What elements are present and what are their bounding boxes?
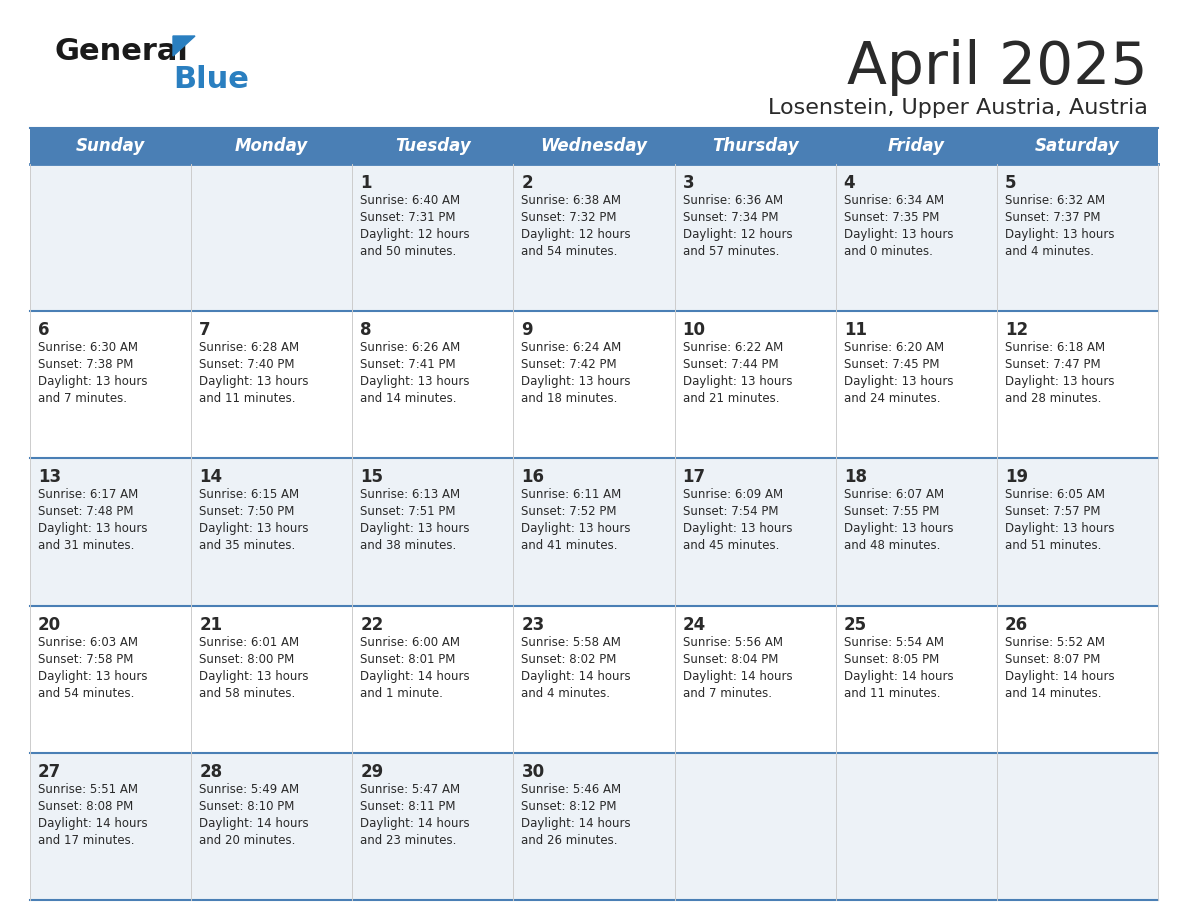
Text: Sunrise: 5:52 AM
Sunset: 8:07 PM
Daylight: 14 hours
and 14 minutes.: Sunrise: 5:52 AM Sunset: 8:07 PM Dayligh… — [1005, 635, 1114, 700]
Text: 4: 4 — [843, 174, 855, 192]
Text: Sunrise: 6:34 AM
Sunset: 7:35 PM
Daylight: 13 hours
and 0 minutes.: Sunrise: 6:34 AM Sunset: 7:35 PM Dayligh… — [843, 194, 953, 258]
Text: 29: 29 — [360, 763, 384, 781]
Text: 3: 3 — [683, 174, 694, 192]
Text: 19: 19 — [1005, 468, 1028, 487]
Text: Sunrise: 6:05 AM
Sunset: 7:57 PM
Daylight: 13 hours
and 51 minutes.: Sunrise: 6:05 AM Sunset: 7:57 PM Dayligh… — [1005, 488, 1114, 553]
Bar — [30, 458, 1158, 606]
Text: 1: 1 — [360, 174, 372, 192]
Text: Monday: Monday — [235, 137, 309, 155]
Text: Wednesday: Wednesday — [541, 137, 647, 155]
Bar — [30, 311, 1158, 458]
Text: 12: 12 — [1005, 321, 1028, 339]
Text: Sunrise: 6:32 AM
Sunset: 7:37 PM
Daylight: 13 hours
and 4 minutes.: Sunrise: 6:32 AM Sunset: 7:37 PM Dayligh… — [1005, 194, 1114, 258]
Text: Sunrise: 5:56 AM
Sunset: 8:04 PM
Daylight: 14 hours
and 7 minutes.: Sunrise: 5:56 AM Sunset: 8:04 PM Dayligh… — [683, 635, 792, 700]
Text: Sunrise: 6:00 AM
Sunset: 8:01 PM
Daylight: 14 hours
and 1 minute.: Sunrise: 6:00 AM Sunset: 8:01 PM Dayligh… — [360, 635, 470, 700]
Text: 27: 27 — [38, 763, 62, 781]
Text: Sunrise: 6:24 AM
Sunset: 7:42 PM
Daylight: 13 hours
and 18 minutes.: Sunrise: 6:24 AM Sunset: 7:42 PM Dayligh… — [522, 341, 631, 405]
Text: Sunrise: 6:20 AM
Sunset: 7:45 PM
Daylight: 13 hours
and 24 minutes.: Sunrise: 6:20 AM Sunset: 7:45 PM Dayligh… — [843, 341, 953, 405]
Text: Sunrise: 6:03 AM
Sunset: 7:58 PM
Daylight: 13 hours
and 54 minutes.: Sunrise: 6:03 AM Sunset: 7:58 PM Dayligh… — [38, 635, 147, 700]
Text: 28: 28 — [200, 763, 222, 781]
Text: 25: 25 — [843, 616, 867, 633]
Text: Sunrise: 6:13 AM
Sunset: 7:51 PM
Daylight: 13 hours
and 38 minutes.: Sunrise: 6:13 AM Sunset: 7:51 PM Dayligh… — [360, 488, 469, 553]
Text: 16: 16 — [522, 468, 544, 487]
Text: Sunrise: 5:46 AM
Sunset: 8:12 PM
Daylight: 14 hours
and 26 minutes.: Sunrise: 5:46 AM Sunset: 8:12 PM Dayligh… — [522, 783, 631, 846]
Text: 10: 10 — [683, 321, 706, 339]
Text: 22: 22 — [360, 616, 384, 633]
Text: Sunrise: 5:58 AM
Sunset: 8:02 PM
Daylight: 14 hours
and 4 minutes.: Sunrise: 5:58 AM Sunset: 8:02 PM Dayligh… — [522, 635, 631, 700]
Text: 15: 15 — [360, 468, 384, 487]
Text: Sunrise: 5:51 AM
Sunset: 8:08 PM
Daylight: 14 hours
and 17 minutes.: Sunrise: 5:51 AM Sunset: 8:08 PM Dayligh… — [38, 783, 147, 846]
Text: 21: 21 — [200, 616, 222, 633]
Text: April 2025: April 2025 — [847, 39, 1148, 96]
Text: 17: 17 — [683, 468, 706, 487]
Text: General: General — [55, 38, 189, 66]
Text: 26: 26 — [1005, 616, 1028, 633]
Bar — [30, 606, 1158, 753]
Text: Sunrise: 6:17 AM
Sunset: 7:48 PM
Daylight: 13 hours
and 31 minutes.: Sunrise: 6:17 AM Sunset: 7:48 PM Dayligh… — [38, 488, 147, 553]
Text: 7: 7 — [200, 321, 210, 339]
Text: Friday: Friday — [887, 137, 944, 155]
Text: Sunrise: 6:15 AM
Sunset: 7:50 PM
Daylight: 13 hours
and 35 minutes.: Sunrise: 6:15 AM Sunset: 7:50 PM Dayligh… — [200, 488, 309, 553]
Text: Sunrise: 6:01 AM
Sunset: 8:00 PM
Daylight: 13 hours
and 58 minutes.: Sunrise: 6:01 AM Sunset: 8:00 PM Dayligh… — [200, 635, 309, 700]
Text: 5: 5 — [1005, 174, 1017, 192]
Text: 24: 24 — [683, 616, 706, 633]
Text: Sunrise: 6:09 AM
Sunset: 7:54 PM
Daylight: 13 hours
and 45 minutes.: Sunrise: 6:09 AM Sunset: 7:54 PM Dayligh… — [683, 488, 792, 553]
Polygon shape — [173, 36, 195, 56]
Text: Sunrise: 6:11 AM
Sunset: 7:52 PM
Daylight: 13 hours
and 41 minutes.: Sunrise: 6:11 AM Sunset: 7:52 PM Dayligh… — [522, 488, 631, 553]
Text: Sunrise: 6:22 AM
Sunset: 7:44 PM
Daylight: 13 hours
and 21 minutes.: Sunrise: 6:22 AM Sunset: 7:44 PM Dayligh… — [683, 341, 792, 405]
Text: Sunrise: 6:36 AM
Sunset: 7:34 PM
Daylight: 12 hours
and 57 minutes.: Sunrise: 6:36 AM Sunset: 7:34 PM Dayligh… — [683, 194, 792, 258]
Text: Saturday: Saturday — [1035, 137, 1120, 155]
Text: 8: 8 — [360, 321, 372, 339]
Text: 30: 30 — [522, 763, 544, 781]
Text: Sunrise: 5:47 AM
Sunset: 8:11 PM
Daylight: 14 hours
and 23 minutes.: Sunrise: 5:47 AM Sunset: 8:11 PM Dayligh… — [360, 783, 470, 846]
Text: Thursday: Thursday — [712, 137, 798, 155]
Bar — [30, 164, 1158, 311]
Text: Blue: Blue — [173, 65, 248, 95]
Text: Sunrise: 6:07 AM
Sunset: 7:55 PM
Daylight: 13 hours
and 48 minutes.: Sunrise: 6:07 AM Sunset: 7:55 PM Dayligh… — [843, 488, 953, 553]
Text: 2: 2 — [522, 174, 533, 192]
Text: Sunrise: 5:49 AM
Sunset: 8:10 PM
Daylight: 14 hours
and 20 minutes.: Sunrise: 5:49 AM Sunset: 8:10 PM Dayligh… — [200, 783, 309, 846]
Text: Tuesday: Tuesday — [394, 137, 470, 155]
Text: Sunrise: 6:40 AM
Sunset: 7:31 PM
Daylight: 12 hours
and 50 minutes.: Sunrise: 6:40 AM Sunset: 7:31 PM Dayligh… — [360, 194, 470, 258]
Bar — [30, 753, 1158, 900]
Text: Sunrise: 6:26 AM
Sunset: 7:41 PM
Daylight: 13 hours
and 14 minutes.: Sunrise: 6:26 AM Sunset: 7:41 PM Dayligh… — [360, 341, 469, 405]
Bar — [30, 128, 1158, 164]
Text: 13: 13 — [38, 468, 61, 487]
Text: 14: 14 — [200, 468, 222, 487]
Text: Sunrise: 5:54 AM
Sunset: 8:05 PM
Daylight: 14 hours
and 11 minutes.: Sunrise: 5:54 AM Sunset: 8:05 PM Dayligh… — [843, 635, 953, 700]
Text: Sunrise: 6:38 AM
Sunset: 7:32 PM
Daylight: 12 hours
and 54 minutes.: Sunrise: 6:38 AM Sunset: 7:32 PM Dayligh… — [522, 194, 631, 258]
Text: Sunrise: 6:28 AM
Sunset: 7:40 PM
Daylight: 13 hours
and 11 minutes.: Sunrise: 6:28 AM Sunset: 7:40 PM Dayligh… — [200, 341, 309, 405]
Text: Losenstein, Upper Austria, Austria: Losenstein, Upper Austria, Austria — [769, 98, 1148, 118]
Text: Sunday: Sunday — [76, 137, 145, 155]
Text: 20: 20 — [38, 616, 61, 633]
Text: Sunrise: 6:30 AM
Sunset: 7:38 PM
Daylight: 13 hours
and 7 minutes.: Sunrise: 6:30 AM Sunset: 7:38 PM Dayligh… — [38, 341, 147, 405]
Text: 9: 9 — [522, 321, 533, 339]
Text: 18: 18 — [843, 468, 867, 487]
Text: 6: 6 — [38, 321, 50, 339]
Text: 11: 11 — [843, 321, 867, 339]
Text: Sunrise: 6:18 AM
Sunset: 7:47 PM
Daylight: 13 hours
and 28 minutes.: Sunrise: 6:18 AM Sunset: 7:47 PM Dayligh… — [1005, 341, 1114, 405]
Text: 23: 23 — [522, 616, 544, 633]
